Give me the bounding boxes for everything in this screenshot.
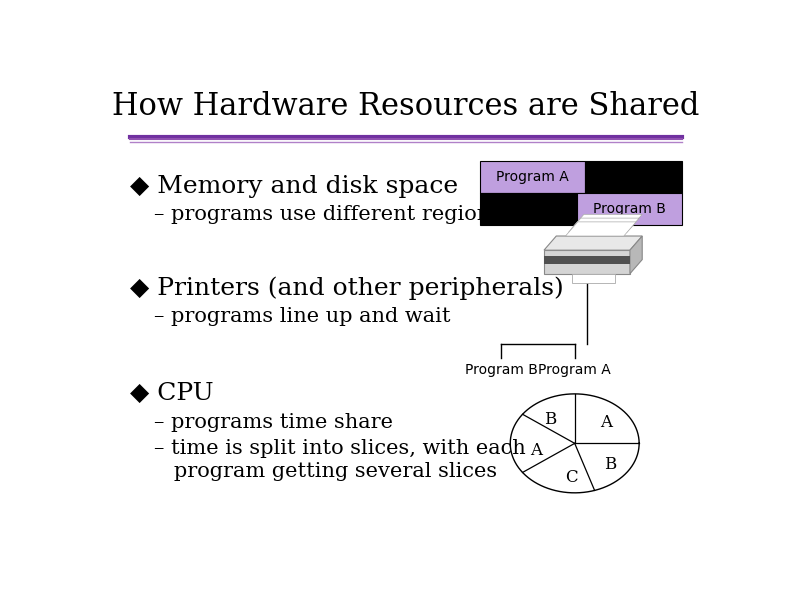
Polygon shape bbox=[544, 250, 630, 274]
Text: program getting several slices: program getting several slices bbox=[154, 462, 497, 481]
Text: B: B bbox=[604, 456, 616, 472]
Text: – programs line up and wait: – programs line up and wait bbox=[154, 307, 451, 326]
Text: ◆ Printers (and other peripherals): ◆ Printers (and other peripherals) bbox=[130, 276, 563, 300]
Circle shape bbox=[510, 394, 639, 493]
Text: B: B bbox=[544, 411, 556, 428]
Text: Program A: Program A bbox=[539, 364, 611, 377]
Polygon shape bbox=[572, 274, 615, 283]
Polygon shape bbox=[565, 222, 636, 236]
Text: How Hardware Resources are Shared: How Hardware Resources are Shared bbox=[112, 91, 699, 122]
Polygon shape bbox=[544, 256, 630, 264]
Text: Program B: Program B bbox=[465, 364, 538, 377]
Polygon shape bbox=[572, 214, 642, 228]
FancyBboxPatch shape bbox=[480, 160, 584, 193]
Text: Program A: Program A bbox=[496, 170, 569, 184]
Text: A: A bbox=[530, 442, 542, 459]
Text: ◆ CPU: ◆ CPU bbox=[130, 382, 213, 405]
Polygon shape bbox=[569, 218, 639, 232]
FancyBboxPatch shape bbox=[584, 160, 682, 193]
Text: ◆ Memory and disk space: ◆ Memory and disk space bbox=[130, 175, 458, 198]
Text: – time is split into slices, with each: – time is split into slices, with each bbox=[154, 439, 526, 458]
Text: Program B: Program B bbox=[593, 202, 666, 215]
Polygon shape bbox=[630, 236, 642, 274]
FancyBboxPatch shape bbox=[480, 193, 577, 225]
Text: – programs use different regions: – programs use different regions bbox=[154, 205, 501, 225]
Text: A: A bbox=[600, 414, 611, 431]
Text: C: C bbox=[565, 469, 578, 485]
Text: – programs time share: – programs time share bbox=[154, 412, 394, 431]
FancyBboxPatch shape bbox=[577, 193, 682, 225]
Polygon shape bbox=[544, 236, 642, 250]
